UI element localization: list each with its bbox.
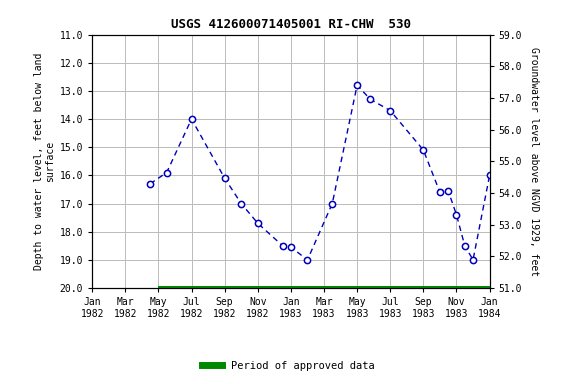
Bar bbox=[158, 286, 490, 288]
Y-axis label: Groundwater level above NGVD 1929, feet: Groundwater level above NGVD 1929, feet bbox=[529, 47, 539, 276]
Legend: Period of approved data: Period of approved data bbox=[198, 357, 378, 375]
Y-axis label: Depth to water level, feet below land
surface: Depth to water level, feet below land su… bbox=[34, 53, 55, 270]
Title: USGS 412600071405001 RI-CHW  530: USGS 412600071405001 RI-CHW 530 bbox=[171, 18, 411, 31]
